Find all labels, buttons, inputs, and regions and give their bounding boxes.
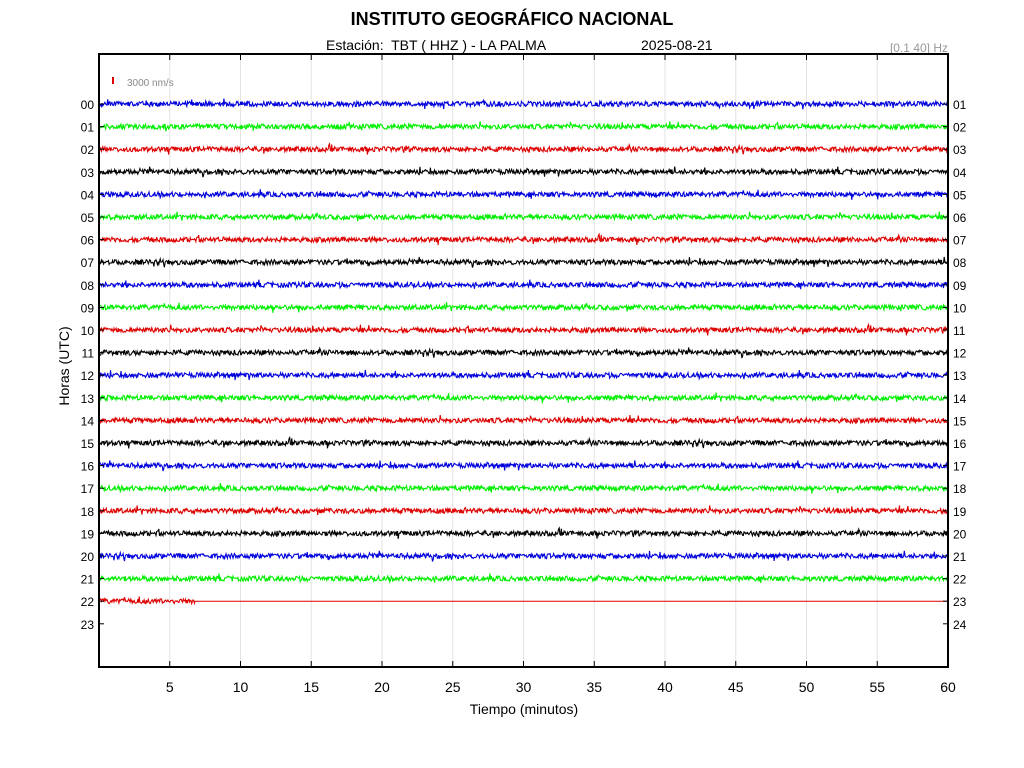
y-tick-label-right: 12 xyxy=(953,347,967,361)
y-tick-label: 08 xyxy=(81,279,95,293)
trace-hour-10 xyxy=(99,322,949,336)
traces xyxy=(99,98,949,606)
y-tick-label: 04 xyxy=(81,188,95,202)
y-tick-label: 11 xyxy=(82,347,95,361)
trace-hour-08 xyxy=(99,279,949,291)
y-tick-label-right: 05 xyxy=(953,188,967,202)
trace-hour-15 xyxy=(99,435,949,449)
y-tick-label: 07 xyxy=(81,256,95,270)
trace-hour-16 xyxy=(99,460,949,472)
y-tick-label-right: 18 xyxy=(953,482,967,496)
trace-hour-20 xyxy=(99,550,949,562)
y-tick-label-right: 07 xyxy=(953,234,967,248)
trace-hour-06 xyxy=(99,232,949,246)
y-tick-label-right: 17 xyxy=(953,460,967,474)
y-axis-right: 01 02 03 04 05 06 07 08 09 10 11 12 13 14 15 16 17 18 19 20… xyxy=(943,98,967,632)
y-tick-label: 00 xyxy=(81,98,95,112)
x-tick-label: 15 xyxy=(303,679,319,695)
trace-hour-12 xyxy=(99,369,949,381)
y-tick-label: 16 xyxy=(81,460,95,474)
y-tick-label: 03 xyxy=(81,166,95,180)
y-tick-label-right: 03 xyxy=(953,143,967,157)
y-tick-label-right: 23 xyxy=(953,595,967,609)
y-axis-label: Horas (UTC) xyxy=(56,326,72,405)
date-label: 2025-08-21 xyxy=(641,37,713,53)
trace-hour-17 xyxy=(99,483,949,494)
x-tick-label: 40 xyxy=(657,679,673,695)
x-tick-label: 20 xyxy=(374,679,390,695)
y-tick-label: 17 xyxy=(81,482,95,496)
scale-bar-label: 3000 nm/s xyxy=(127,78,174,89)
y-tick-label: 20 xyxy=(81,550,95,564)
y-tick-label-right: 19 xyxy=(953,505,967,519)
y-tick-label-right: 08 xyxy=(953,256,967,270)
chart-title: INSTITUTO GEOGRÁFICO NACIONAL xyxy=(350,9,674,29)
y-tick-label: 06 xyxy=(81,234,95,248)
y-tick-label: 21 xyxy=(81,573,95,587)
y-tick-label-right: 20 xyxy=(953,527,967,541)
y-tick-label-right: 11 xyxy=(953,324,966,338)
y-tick-label: 23 xyxy=(81,618,95,632)
y-tick-label-right: 09 xyxy=(953,279,967,293)
station-label: Estación: TBT ( HHZ ) - LA PALMA xyxy=(326,37,547,53)
trace-hour-01 xyxy=(99,121,949,132)
y-tick-label-right: 16 xyxy=(953,437,967,451)
trace-hour-03 xyxy=(99,166,949,178)
trace-hour-11 xyxy=(99,346,949,359)
grid xyxy=(169,54,878,667)
trace-hour-14 xyxy=(99,415,949,425)
y-tick-label: 10 xyxy=(81,324,95,338)
y-tick-label: 12 xyxy=(81,369,95,383)
y-tick-label-right: 04 xyxy=(953,166,967,180)
trace-hour-09 xyxy=(99,302,949,313)
y-tick-label: 14 xyxy=(81,414,95,428)
trace-hour-05 xyxy=(99,211,949,222)
x-tick-label: 25 xyxy=(445,679,461,695)
y-tick-label-right: 02 xyxy=(953,121,967,135)
x-tick-label: 30 xyxy=(516,679,532,695)
y-tick-label-right: 15 xyxy=(953,414,967,428)
trace-hour-02 xyxy=(99,142,949,155)
trace-hour-07 xyxy=(99,256,949,268)
y-tick-label-right: 14 xyxy=(953,392,967,406)
trace-hour-19 xyxy=(99,526,949,539)
y-tick-label: 18 xyxy=(81,505,95,519)
y-tick-label: 09 xyxy=(81,301,95,315)
filter-label: [0.1 40] Hz xyxy=(889,41,948,55)
y-tick-label-right: 24 xyxy=(953,618,967,632)
y-tick-label-right: 21 xyxy=(953,550,967,564)
trace-hour-00 xyxy=(99,98,949,110)
scale-bar: 3000 nm/s xyxy=(112,77,174,89)
trace-hour-13 xyxy=(99,392,949,404)
x-tick-label: 60 xyxy=(940,679,956,695)
y-tick-label: 01 xyxy=(81,121,95,135)
trace-hour-18 xyxy=(99,505,948,516)
x-tick-label: 50 xyxy=(799,679,815,695)
x-tick-label: 35 xyxy=(586,679,602,695)
y-tick-label: 02 xyxy=(81,143,95,157)
y-tick-label-right: 13 xyxy=(953,369,967,383)
y-tick-label-right: 01 xyxy=(953,98,967,112)
y-tick-label-right: 22 xyxy=(953,573,967,587)
x-tick-label: 5 xyxy=(166,679,174,695)
x-tick-label: 55 xyxy=(869,679,885,695)
scale-bar-mark xyxy=(112,77,114,84)
y-tick-label: 19 xyxy=(81,527,95,541)
x-axis: 5 10 15 20 25 30 35 40 45 50 55 60 xyxy=(166,54,956,695)
y-tick-label: 22 xyxy=(81,595,95,609)
y-tick-label: 05 xyxy=(81,211,95,225)
y-tick-label-right: 10 xyxy=(953,301,967,315)
trace-hour-21 xyxy=(99,573,949,584)
x-tick-label: 45 xyxy=(728,679,744,695)
y-tick-label-right: 06 xyxy=(953,211,967,225)
x-tick-label: 10 xyxy=(233,679,249,695)
y-axis-left: 00 01 02 03 04 05 06 07 08 09 10 11 12 13 14 15 16 17 18 19… xyxy=(81,98,104,632)
trace-hour-04 xyxy=(99,189,949,200)
trace-hour-22 xyxy=(99,596,196,606)
y-tick-label: 13 xyxy=(81,392,95,406)
x-axis-label: Tiempo (minutos) xyxy=(470,701,578,717)
y-tick-label: 15 xyxy=(81,437,95,451)
